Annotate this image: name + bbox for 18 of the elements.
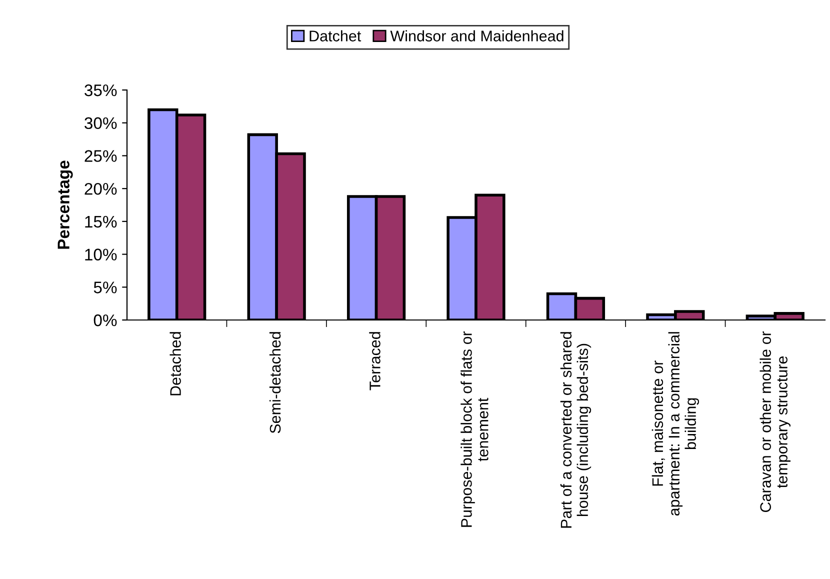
y-tick-label: 0% [94,314,117,326]
legend-label: Windsor and Maidenhead [390,30,564,42]
y-tick-label: 10% [85,248,117,260]
x-tick-label: Purpose-built block of flats or tenement [460,331,488,527]
y-axis-title: Percentage [58,160,73,249]
y-tick-label: 5% [94,282,117,294]
legend-label: Datchet [310,30,362,42]
x-tick-label: Semi-detached [269,332,281,434]
y-tick-label: 20% [84,182,117,195]
x-tick-label: Flat, maisonette or apartment: In a commercial building [652,332,700,516]
y-tick-label: 30% [84,117,117,130]
x-tick-label: Detached [170,332,181,396]
x-tick-label: Terraced [369,332,380,390]
x-tick-label: Caravan or other mobile or temporary structure [760,331,790,512]
y-tick-label: 35% [84,84,117,96]
y-tick-label: 15% [85,216,117,228]
y-tick-label: 25% [84,150,117,162]
x-tick-label: Part of a converted or shared house (including bed-sits) [560,332,592,528]
